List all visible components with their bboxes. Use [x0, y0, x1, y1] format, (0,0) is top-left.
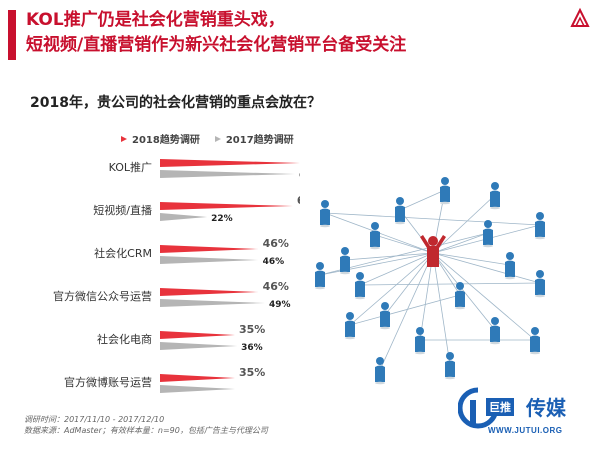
legend-marker-red-icon — [121, 135, 127, 142]
network-person-icon — [530, 327, 540, 355]
network-link — [432, 252, 536, 341]
brand-name: 传媒 — [526, 396, 566, 420]
legend-item-2018: 2018趋势调研 — [120, 131, 200, 146]
legend-label-2018: 2018趋势调研 — [132, 135, 200, 146]
network-person-icon — [315, 262, 325, 290]
bar-chart: KOL推广67%63%短视频/直播62%22%社会化CRM46%46%官方微信公… — [53, 159, 300, 393]
network-person-icon — [535, 212, 545, 240]
value-label-2018: 35% — [239, 366, 265, 379]
network-person-icon — [455, 282, 465, 310]
bar-2018 — [160, 245, 259, 253]
slide-title: KOL推广仍是社会化营销重头戏， 短视频/直播营销作为新兴社会化营销平台备受关注 — [26, 8, 406, 58]
network-person-icon — [395, 197, 405, 225]
value-label-2018: 35% — [239, 323, 265, 336]
network-person-icon — [415, 327, 425, 355]
network-person-icon — [355, 272, 365, 300]
network-link — [384, 252, 434, 316]
network-person-icon — [320, 200, 330, 228]
value-label-2018: 62% — [297, 194, 300, 207]
bar-2017 — [160, 256, 259, 264]
bar-2017 — [160, 299, 265, 307]
network-person-icon — [483, 220, 493, 248]
bar-2018 — [160, 331, 235, 339]
category-label: KOL推广 — [109, 160, 152, 174]
bar-2017 — [160, 342, 238, 350]
value-label-2018: 46% — [263, 280, 289, 293]
bar-2017 — [160, 213, 208, 221]
footnote-survey-time: 调研时间：2017/11/10 - 2017/12/10 — [24, 415, 165, 424]
value-label-2018: 46% — [263, 237, 289, 250]
network-link — [349, 252, 434, 326]
value-label-2017: 63% — [299, 171, 300, 181]
legend-item-2017: 2017趋势调研 — [214, 131, 294, 146]
legend-label-2017: 2017趋势调研 — [225, 135, 294, 146]
category-label: 社会化电商 — [97, 332, 152, 346]
corner-logo-icon — [570, 7, 590, 27]
network-link — [432, 252, 451, 366]
network-person-icon — [380, 302, 390, 330]
bar-2018 — [160, 374, 235, 382]
network-link — [432, 194, 496, 254]
footnote-data-source: 数据来源：AdMaster；有效样本量：n=90，包括广告主与代理公司 — [24, 426, 268, 435]
brand-url: WWW.JUTUI.ORG — [488, 426, 563, 435]
value-label-2017: 36% — [241, 343, 263, 353]
network-link — [359, 282, 541, 286]
value-label-2017: 22% — [211, 214, 233, 224]
network-person-icon — [535, 270, 545, 298]
network-link — [432, 252, 511, 266]
footnote: 调研时间：2017/11/10 - 2017/12/10 数据来源：AdMast… — [24, 414, 268, 436]
network-link — [344, 252, 434, 261]
network-link — [374, 234, 434, 254]
network-person-icon — [445, 352, 455, 380]
value-label-2017: 46% — [263, 257, 285, 267]
network-person-icon — [440, 177, 450, 205]
network-link — [432, 252, 541, 284]
category-label: 官方微博账号运营 — [64, 375, 152, 389]
social-network-illustration — [315, 177, 545, 385]
title-line-1: KOL推广仍是社会化营销重头戏， — [26, 10, 285, 30]
bar-2018 — [160, 159, 300, 167]
network-person-icon — [490, 317, 500, 345]
category-label: 社会化CRM — [94, 246, 152, 260]
network-link — [419, 252, 434, 341]
bar-2017 — [160, 385, 235, 393]
network-person-icon — [370, 222, 380, 250]
network-person-icon — [375, 357, 385, 385]
network-person-icon — [490, 182, 500, 210]
title-accent-bar — [8, 10, 16, 60]
bar-2018 — [160, 202, 293, 210]
network-link — [324, 212, 541, 226]
network-link — [399, 189, 446, 211]
legend-marker-gray-icon — [214, 135, 221, 142]
network-person-icon — [345, 312, 355, 340]
network-link — [379, 252, 434, 371]
network-person-icon — [505, 252, 515, 280]
title-line-2: 短视频/直播营销作为新兴社会化营销平台备受关注 — [26, 35, 407, 55]
center-person-icon — [420, 235, 446, 267]
brand-logo-icon — [458, 387, 498, 429]
category-label: 官方微信公众号运营 — [53, 289, 152, 303]
chart-legend: 2018趋势调研 2017趋势调研 — [120, 131, 294, 146]
brand-badge: 巨推 — [486, 398, 514, 416]
network-link — [349, 294, 461, 326]
category-label: 短视频/直播 — [93, 203, 152, 217]
network-person-icon — [340, 247, 350, 275]
network-link — [432, 232, 489, 254]
bar-2017 — [160, 170, 295, 178]
network-link — [319, 252, 434, 276]
brand-watermark: 巨推 传媒 WWW.JUTUI.ORG — [458, 386, 598, 448]
chart-title: 2018年，贵公司的社会化营销的重点会放在？ — [30, 95, 321, 111]
value-label-2017: 49% — [269, 300, 291, 310]
network-link — [359, 252, 434, 286]
bar-2018 — [160, 288, 259, 296]
